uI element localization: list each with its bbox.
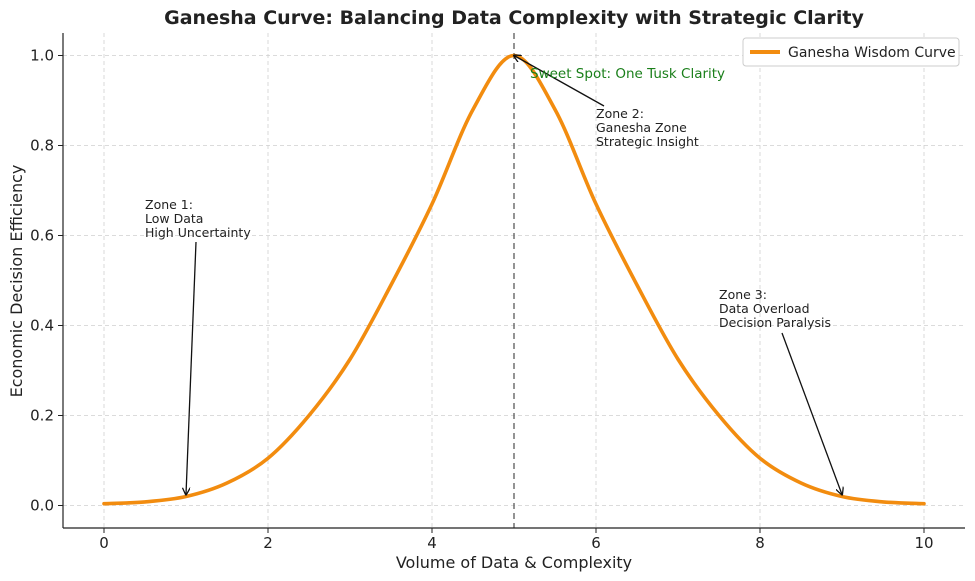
annotation-line: Data Overload — [719, 301, 810, 316]
y-tick-label: 0.6 — [30, 227, 54, 245]
annotation-line: Low Data — [145, 211, 203, 226]
x-tick-label: 6 — [591, 534, 601, 552]
x-tick-label: 2 — [263, 534, 273, 552]
annotation-line: Ganesha Zone — [596, 120, 687, 135]
chart-title: Ganesha Curve: Balancing Data Complexity… — [164, 7, 864, 29]
y-tick-label: 0.0 — [30, 497, 54, 515]
annotation-line: Zone 3: — [719, 287, 767, 302]
sweet-spot-label: Sweet Spot: One Tusk Clarity — [530, 66, 725, 82]
annotation-zone-2: Zone 2: Ganesha Zone Strategic Insight — [596, 106, 699, 149]
x-axis-label: Volume of Data & Complexity — [396, 553, 632, 572]
annotation-line: Strategic Insight — [596, 134, 699, 149]
y-tick-label: 0.4 — [30, 317, 54, 335]
annotation-line: High Uncertainty — [145, 225, 251, 240]
y-tick-label: 0.8 — [30, 137, 54, 155]
annotations: Zone 1: Low Data High Uncertainty Zone 2: Ga… — [145, 56, 842, 495]
legend: Ganesha Wisdom Curve — [742, 37, 960, 67]
annotation-arrow-1 — [186, 241, 197, 495]
annotation-line: Zone 2: — [596, 106, 644, 121]
x-tick-label: 4 — [427, 534, 437, 552]
legend-label: Ganesha Wisdom Curve — [788, 45, 956, 61]
annotation-line: Zone 1: — [145, 197, 193, 212]
legend-frame — [742, 37, 960, 67]
annotation-arrow-3 — [781, 332, 842, 495]
x-tick-label: 10 — [914, 534, 933, 552]
annotation-line: Decision Paralysis — [719, 315, 831, 330]
y-tick-label: 1.0 — [30, 47, 54, 65]
y-tick-label: 0.2 — [30, 407, 54, 425]
annotation-zone-1: Zone 1: Low Data High Uncertainty — [145, 197, 251, 240]
annotation-arrow-2 — [514, 56, 605, 107]
ticks: 0 2 4 6 8 10 0.0 0.2 0.4 0.6 0.8 1.0 — [30, 47, 933, 553]
y-axis-label: Economic Decision Efficiency — [7, 165, 26, 398]
axes — [62, 33, 965, 529]
annotation-zone-3: Zone 3: Data Overload Decision Paralysis — [719, 287, 831, 330]
x-tick-label: 0 — [99, 534, 109, 552]
x-tick-label: 8 — [755, 534, 765, 552]
